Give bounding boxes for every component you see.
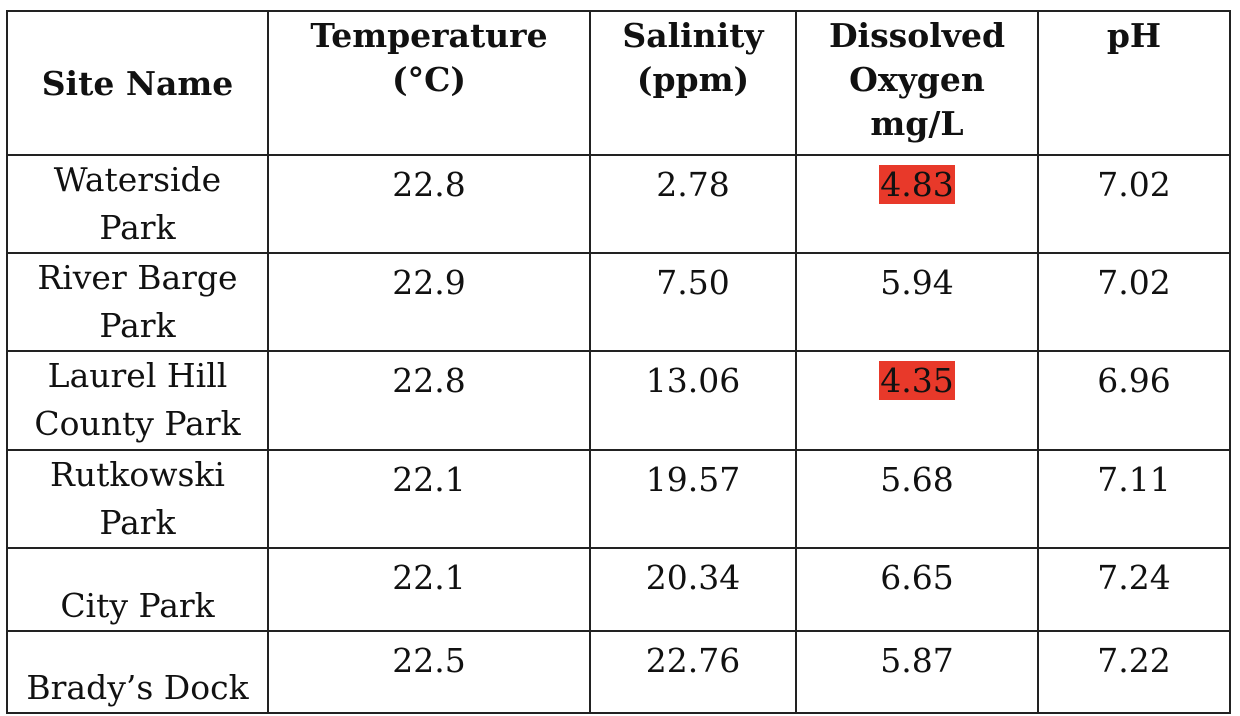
- cell-salinity: 2.78: [589, 154, 797, 254]
- header-salinity-line1: Salinity: [622, 16, 764, 55]
- header-dissolved-oxygen-line1: Dissolved: [828, 16, 1006, 55]
- cell-temperature: 22.9: [267, 252, 591, 352]
- cell-dissolved-oxygen: 6.65: [795, 547, 1039, 632]
- cell-dissolved-oxygen: 5.94: [795, 252, 1039, 352]
- cell-salinity: 22.76: [589, 630, 797, 714]
- header-temperature-line2: (°C): [392, 60, 466, 99]
- site-name-line: River Barge: [37, 258, 238, 297]
- cell-site-name: Brady’s Dock: [6, 630, 269, 714]
- site-name-line: Park: [99, 306, 176, 345]
- site-name-line: Park: [99, 503, 176, 542]
- cell-site-name: City Park: [6, 547, 269, 632]
- site-name-line: Rutkowski: [50, 455, 225, 494]
- table-row: Waterside Park 22.8 2.78 4.83 7.02: [6, 154, 1231, 254]
- cell-salinity: 20.34: [589, 547, 797, 632]
- cell-dissolved-oxygen: 4.35: [795, 350, 1039, 451]
- table-row: Rutkowski Park 22.1 19.57 5.68 7.11: [6, 449, 1231, 549]
- cell-site-name: Rutkowski Park: [6, 449, 269, 549]
- table-row: Brady’s Dock 22.5 22.76 5.87 7.22: [6, 630, 1231, 714]
- header-site-name: Site Name: [6, 10, 269, 156]
- cell-ph: 7.02: [1037, 252, 1231, 352]
- water-quality-table: Site Name Temperature (°C) Salinity (ppm…: [6, 10, 1231, 714]
- cell-site-name: Waterside Park: [6, 154, 269, 254]
- site-name-line: Park: [99, 208, 176, 247]
- cell-ph: 7.11: [1037, 449, 1231, 549]
- cell-dissolved-oxygen: 4.83: [795, 154, 1039, 254]
- cell-salinity: 7.50: [589, 252, 797, 352]
- header-dissolved-oxygen: Dissolved Oxygen mg/L: [795, 10, 1039, 156]
- header-salinity: Salinity (ppm): [589, 10, 797, 156]
- header-temperature-line1: Temperature: [310, 16, 548, 55]
- cell-ph: 7.22: [1037, 630, 1231, 714]
- cell-ph: 7.02: [1037, 154, 1231, 254]
- header-salinity-line2: (ppm): [636, 60, 750, 99]
- cell-salinity: 19.57: [589, 449, 797, 549]
- header-ph-text: pH: [1106, 16, 1162, 55]
- cell-temperature: 22.5: [267, 630, 591, 714]
- header-temperature: Temperature (°C): [267, 10, 591, 156]
- cell-temperature: 22.1: [267, 547, 591, 632]
- header-dissolved-oxygen-line2: Oxygen: [849, 60, 985, 99]
- cell-temperature: 22.8: [267, 154, 591, 254]
- cell-ph: 6.96: [1037, 350, 1231, 451]
- cell-dissolved-oxygen: 5.68: [795, 449, 1039, 549]
- cell-temperature: 22.1: [267, 449, 591, 549]
- header-ph: pH: [1037, 10, 1231, 156]
- cell-dissolved-oxygen: 5.87: [795, 630, 1039, 714]
- header-site-name-text: Site Name: [41, 64, 234, 103]
- table-row: River Barge Park 22.9 7.50 5.94 7.02: [6, 252, 1231, 352]
- header-row: Site Name Temperature (°C) Salinity (ppm…: [6, 10, 1231, 156]
- site-name-line: County Park: [34, 404, 241, 443]
- site-name-line: Waterside: [53, 160, 222, 199]
- site-name-line: Laurel Hill: [47, 356, 228, 395]
- site-name-line: City Park: [60, 586, 215, 625]
- cell-salinity: 13.06: [589, 350, 797, 451]
- table-row: Laurel Hill County Park 22.8 13.06 4.35 …: [6, 350, 1231, 451]
- highlighted-value: 4.35: [879, 361, 955, 400]
- header-dissolved-oxygen-line3: mg/L: [870, 104, 964, 143]
- cell-site-name: River Barge Park: [6, 252, 269, 352]
- cell-site-name: Laurel Hill County Park: [6, 350, 269, 451]
- cell-temperature: 22.8: [267, 350, 591, 451]
- cell-ph: 7.24: [1037, 547, 1231, 632]
- site-name-line: Brady’s Dock: [26, 668, 249, 707]
- table-row: City Park 22.1 20.34 6.65 7.24: [6, 547, 1231, 632]
- water-quality-table-container: Site Name Temperature (°C) Salinity (ppm…: [6, 10, 1231, 714]
- highlighted-value: 4.83: [879, 165, 955, 204]
